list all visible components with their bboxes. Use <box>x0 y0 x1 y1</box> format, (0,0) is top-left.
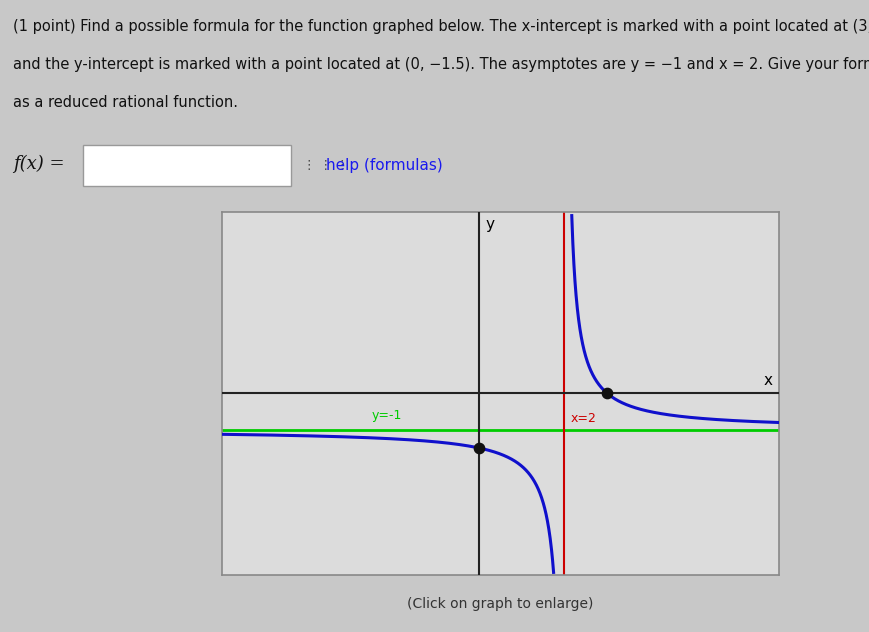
Text: and the y-intercept is marked with a point located at (0, −1.5). The asymptotes : and the y-intercept is marked with a poi… <box>13 57 869 72</box>
Text: x=2: x=2 <box>570 411 596 425</box>
Text: x: x <box>762 373 772 388</box>
Text: y=-1: y=-1 <box>371 410 401 423</box>
Point <box>600 388 614 399</box>
Text: as a reduced rational function.: as a reduced rational function. <box>13 95 238 110</box>
Text: help (formulas): help (formulas) <box>326 158 442 173</box>
Text: ⋮ ⋮ ⋮: ⋮ ⋮ ⋮ <box>302 159 348 172</box>
FancyBboxPatch shape <box>83 145 291 186</box>
Text: y: y <box>485 217 494 232</box>
Point <box>471 443 485 453</box>
Text: (Click on graph to enlarge): (Click on graph to enlarge) <box>407 597 593 611</box>
Text: (1 point) Find a possible formula for the function graphed below. The x-intercep: (1 point) Find a possible formula for th… <box>13 19 869 34</box>
Text: f(x) =: f(x) = <box>13 155 64 173</box>
